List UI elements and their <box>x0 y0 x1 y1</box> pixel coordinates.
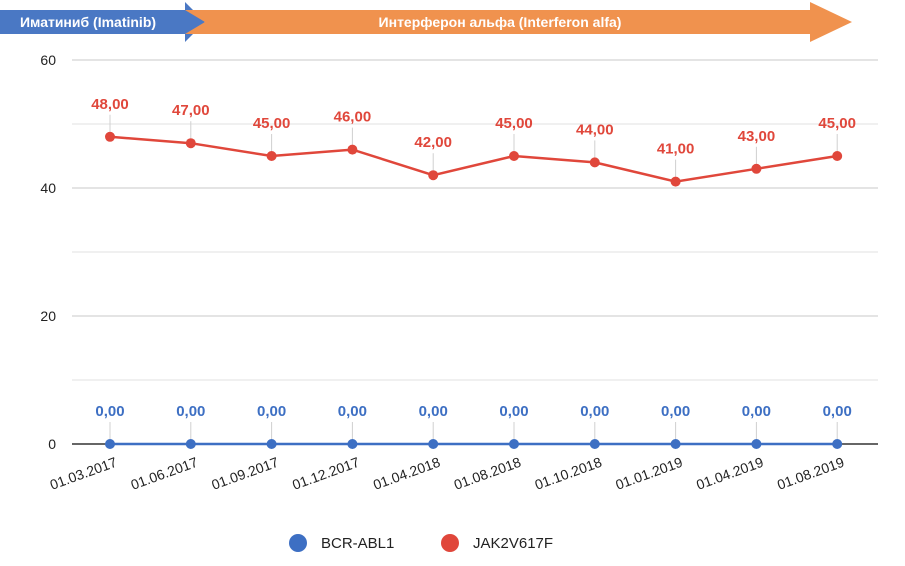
data-point <box>347 144 358 155</box>
data-label: 0,00 <box>823 403 852 420</box>
data-label: 0,00 <box>661 403 690 420</box>
x-tick-label: 01.08.2018 <box>452 454 524 493</box>
data-label: 0,00 <box>499 403 528 420</box>
series-line <box>109 135 838 183</box>
x-tick-label: 01.09.2017 <box>209 454 281 493</box>
data-point <box>509 151 519 161</box>
y-tick-label: 20 <box>40 308 56 324</box>
data-point <box>266 151 277 161</box>
data-point <box>185 439 196 449</box>
series-jak2v617f: 48,00 47,00 45,00 46,00 42,00 45,00 44,00 41,00… <box>91 96 856 187</box>
data-point <box>185 138 196 149</box>
data-label: 0,00 <box>742 403 771 420</box>
legend-marker-bcr-abl1 <box>289 534 307 552</box>
data-point <box>105 131 115 142</box>
data-label: 0,00 <box>580 403 609 420</box>
y-tick-label: 60 <box>40 52 56 68</box>
legend-label-jak2v617f: JAK2V617F <box>473 535 553 552</box>
data-point <box>105 439 115 449</box>
x-tick-label: 01.04.2019 <box>694 454 766 493</box>
data-label: 48,00 <box>91 96 129 113</box>
data-point <box>751 439 762 449</box>
data-point <box>266 439 277 449</box>
legend-label-bcr-abl1: BCR-ABL1 <box>321 535 394 552</box>
series-bcr-abl1: 0,00 0,00 0,00 0,00 0,00 0,00 0,00 0,00 0,00 0,00 <box>95 403 852 449</box>
x-tick-label: 01.03.2017 <box>48 454 120 493</box>
data-label: 0,00 <box>419 403 448 420</box>
x-tick-label: 01.08.2019 <box>775 454 847 493</box>
data-label: 0,00 <box>338 403 367 420</box>
data-label: 45,00 <box>253 115 291 132</box>
data-point <box>347 439 358 449</box>
x-tick-label: 01.06.2017 <box>129 454 201 493</box>
phase-imatinib-arrow <box>0 2 205 42</box>
legend-marker-jak2v617f <box>441 534 459 552</box>
x-axis: 01.03.2017 01.06.2017 01.09.2017 01.12.2017… <box>48 454 847 493</box>
y-tick-label: 40 <box>40 180 56 196</box>
x-tick-label: 01.04.2018 <box>371 454 443 493</box>
data-label: 0,00 <box>95 403 124 420</box>
data-label: 47,00 <box>172 102 210 119</box>
legend: BCR-ABL1 JAK2V617F <box>289 534 553 552</box>
data-label: 0,00 <box>257 403 286 420</box>
y-axis: 0 20 40 60 <box>40 52 56 452</box>
data-point <box>670 439 681 449</box>
y-tick-label: 0 <box>48 436 56 452</box>
data-label: 41,00 <box>657 141 695 158</box>
data-point <box>509 439 519 449</box>
phase-bar: Иматиниб (Imatinib) Интерферон альфа (In… <box>0 2 852 42</box>
data-label: 42,00 <box>414 134 452 151</box>
series-layer: 0,00 0,00 0,00 0,00 0,00 0,00 0,00 0,00 0,00 0,00… <box>91 96 856 449</box>
data-label: 44,00 <box>576 121 614 138</box>
data-point <box>589 157 600 168</box>
data-point <box>832 439 843 449</box>
data-point <box>751 163 762 174</box>
x-tick-label: 01.12.2017 <box>290 454 362 493</box>
phase-interferon-label: Интерферон альфа (Interferon alfa) <box>379 14 622 30</box>
data-label: 45,00 <box>495 115 533 132</box>
data-label: 45,00 <box>818 115 856 132</box>
phase-interferon-arrow <box>185 2 852 42</box>
data-label: 46,00 <box>334 109 372 126</box>
data-point <box>428 170 439 181</box>
data-point <box>670 176 681 187</box>
data-point <box>589 439 600 449</box>
x-tick-label: 01.01.2019 <box>613 454 685 493</box>
data-point <box>428 439 439 449</box>
data-point <box>832 151 843 161</box>
phase-imatinib-label: Иматиниб (Imatinib) <box>20 14 156 30</box>
data-label: 43,00 <box>738 128 776 145</box>
data-label: 0,00 <box>176 403 205 420</box>
x-tick-label: 01.10.2018 <box>533 454 605 493</box>
